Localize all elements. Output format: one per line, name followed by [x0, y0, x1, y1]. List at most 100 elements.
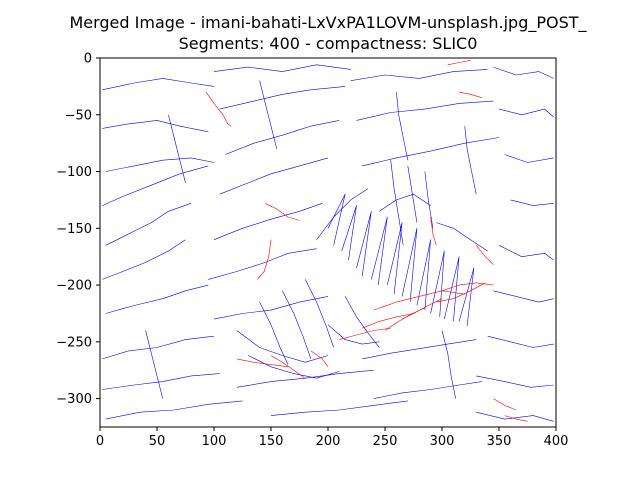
x-tick-label-0: 0: [96, 434, 104, 449]
boundary-line-54: [424, 171, 434, 229]
boundary-line-0: [102, 78, 215, 91]
boundary-line-3: [102, 165, 209, 206]
y-tick-label--300: −300: [56, 392, 92, 407]
boundary-line-21: [498, 108, 554, 118]
boundary-line-22: [504, 154, 554, 163]
x-axis: 0 50 100 150 200 250 300 350 400: [96, 427, 569, 449]
boundary-line-24: [498, 245, 554, 261]
boundary-line-32: [362, 339, 477, 360]
boundary-line-8: [102, 373, 220, 390]
x-tick-label-200: 200: [316, 434, 341, 449]
boundary-line-52: [390, 160, 404, 246]
merged-line-9: [362, 313, 414, 329]
boundary-line-15: [208, 248, 317, 280]
merged-line-16: [310, 350, 329, 367]
boundary-line-49: [316, 188, 369, 240]
boundary-line-28: [476, 411, 554, 422]
merged-line-5: [430, 216, 437, 246]
boundary-line-34: [259, 80, 277, 149]
boundary-line-56: [248, 355, 340, 379]
boundary-line-29: [236, 369, 374, 388]
merged-line-1: [257, 239, 272, 280]
boundary-line-43: [387, 222, 403, 295]
boundary-line-58: [282, 290, 312, 359]
boundary-line-9: [105, 400, 243, 420]
merged-line-8: [373, 290, 465, 311]
merged-line-18: [493, 398, 517, 411]
x-tick-label-400: 400: [544, 434, 569, 449]
merged-line-4: [447, 60, 471, 66]
boundary-line-19: [362, 137, 500, 167]
boundary-line-44: [401, 228, 418, 303]
boundary-line-51: [436, 222, 488, 252]
x-tick-label-150: 150: [259, 434, 284, 449]
boundary-line-60: [304, 279, 334, 348]
boundary-line-11: [219, 86, 346, 110]
boundary-line-40: [341, 205, 357, 261]
merged-line-2: [265, 203, 300, 221]
y-axis: 0 −50 −100 −150 −200 −250 −300: [56, 52, 100, 407]
boundary-line-46: [430, 250, 445, 317]
y-tick-label--200: −200: [56, 279, 92, 294]
boundary-line-25: [493, 290, 554, 303]
boundary-line-20: [493, 66, 554, 79]
boundary-line-41: [356, 211, 372, 277]
merged-line-10: [339, 327, 391, 340]
boundary-line-55: [236, 330, 329, 363]
x-tick-label-300: 300: [430, 434, 455, 449]
boundary-line-47: [444, 256, 460, 322]
boundary-line-26: [487, 335, 554, 348]
x-tick-label-100: 100: [202, 434, 227, 449]
boundary-line-48: [458, 267, 475, 327]
boundary-line-18: [356, 100, 494, 121]
boundary-line-17: [350, 69, 488, 81]
merged-line-11: [384, 307, 426, 331]
merged-line-14: [236, 358, 289, 368]
boundary-line-1: [102, 120, 209, 133]
boundary-line-38: [441, 330, 456, 399]
merged-line-3: [459, 91, 482, 98]
merged-line-7: [441, 282, 494, 292]
chart-subtitle: Segments: 400 - compactness: SLIC0: [179, 34, 478, 53]
merged-line-12: [401, 298, 443, 320]
boundary-line-14: [213, 203, 323, 240]
y-tick-label--150: −150: [56, 222, 92, 237]
boundary-line-16: [213, 296, 329, 320]
boundary-line-27: [476, 375, 554, 388]
merged-line-17: [504, 415, 528, 422]
boundary-line-59: [259, 301, 289, 365]
boundary-line-4: [105, 203, 192, 246]
y-tick-label--50: −50: [65, 108, 92, 123]
boundary-line-45: [416, 239, 431, 311]
x-tick-label-50: 50: [149, 434, 166, 449]
boundary-line-5: [102, 239, 186, 280]
merged-line-0: [205, 91, 232, 127]
boundary-line-39: [327, 193, 346, 246]
boundary-line-12: [225, 120, 340, 155]
boundary-line-7: [102, 335, 215, 360]
boundary-line-57: [327, 324, 380, 345]
boundary-line-37: [145, 330, 163, 399]
y-tick-label-0: 0: [84, 52, 92, 67]
boundary-line-23: [510, 199, 554, 206]
boundary-line-50: [379, 193, 431, 212]
boundary-line-33: [168, 114, 186, 183]
boundary-line-31: [373, 381, 482, 399]
boundary-line-10: [213, 64, 351, 72]
axes-frame: [99, 57, 557, 428]
merged-line-15: [270, 355, 306, 379]
y-tick-label--250: −250: [56, 335, 92, 350]
x-tick-label-350: 350: [487, 434, 512, 449]
boundary-line-6: [105, 284, 209, 314]
y-tick-label--100: −100: [56, 165, 92, 180]
merged-line-6: [475, 245, 494, 265]
boundary-line-61: [344, 296, 380, 348]
boundary-line-35: [396, 92, 409, 161]
boundary-line-53: [407, 165, 418, 223]
x-tick-label-250: 250: [373, 434, 398, 449]
boundary-line-42: [371, 216, 388, 286]
boundary-line-36: [464, 126, 477, 195]
boundary-line-2: [105, 157, 215, 172]
chart-title: Merged Image - imani-bahati-LxVxPA1LOVM-…: [69, 13, 587, 33]
